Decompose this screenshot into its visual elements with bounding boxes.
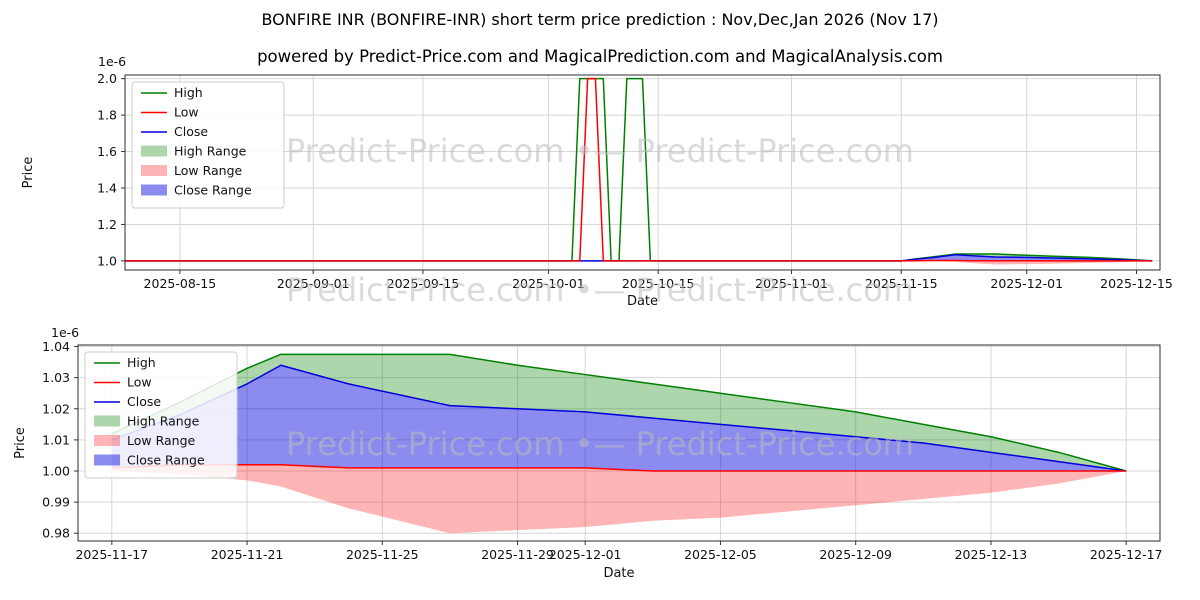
chart-overview: 2025-08-15 2025-09-01 2025-09-15 2025-10-01…: [21, 54, 1173, 309]
x-tick-label: 2025-12-13: [955, 547, 1028, 562]
x-tick-label: 2025-08-15: [144, 276, 217, 291]
legend: High Low Close High Range Low Range Close Ran…: [84, 351, 238, 479]
legend-label: High Range: [127, 414, 200, 429]
plot-border: [77, 344, 1161, 542]
watermark-text: Predict-Price.com •— Predict-Price.com: [286, 425, 914, 463]
y-axis-label: Price: [21, 157, 36, 189]
y-tick-label: 1.01: [42, 432, 70, 447]
x-tick-label: 2025-10-01: [512, 276, 585, 291]
line-high: [111, 353, 1127, 472]
y-tick-label: 1.6: [97, 144, 117, 159]
x-axis-label: Date: [603, 566, 634, 581]
legend-label: Close Range: [127, 453, 205, 468]
line-high: [125, 77, 1153, 262]
x-tick-label: 2025-12-15: [1100, 276, 1173, 291]
y-tick-label: 1.0: [97, 253, 117, 268]
legend-label: Low: [174, 105, 199, 120]
x-tick-label: 2025-12-17: [1090, 547, 1163, 562]
x-tick-label: 2025-11-15: [865, 276, 938, 291]
y-tick-label: 0.98: [42, 526, 70, 541]
plot-border: [124, 74, 1161, 271]
x-tick-label: 2025-09-15: [387, 276, 460, 291]
x-tick-label: 2025-11-29: [481, 547, 554, 562]
y-tick-label: 1.4: [97, 180, 117, 195]
legend-label: High: [174, 85, 203, 100]
axis-offset-label: 1e-6: [51, 325, 79, 340]
line-low: [125, 77, 1153, 262]
band-close-range: [111, 365, 1127, 471]
legend-label: Close Range: [174, 183, 252, 198]
legend-label: High Range: [174, 144, 247, 159]
y-tick-label: 1.02: [42, 401, 70, 416]
legend-label: High: [127, 355, 156, 370]
line-low: [111, 464, 1127, 472]
y-tick-label: 1.04: [42, 339, 70, 354]
y-tick-label: 1.8: [97, 108, 117, 123]
legend-label: Close: [127, 394, 161, 409]
legend-swatch-low-range: [94, 435, 120, 446]
figure-title: BONFIRE INR (BONFIRE-INR) short term pri…: [261, 10, 938, 29]
x-tick-label: 2025-09-01: [277, 276, 350, 291]
legend-label: Low Range: [127, 433, 196, 448]
axis-offset-label: 1e-6: [98, 54, 126, 69]
y-tick-label: 1.2: [97, 217, 117, 232]
legend-box: [84, 351, 238, 479]
y-axis-label: Price: [13, 427, 28, 459]
y-tick-label: 0.99: [42, 495, 70, 510]
watermark-text: Predict-Price.com •— Predict-Price.com: [286, 271, 914, 309]
x-tick-label: 2025-11-25: [346, 547, 419, 562]
legend-swatch-high-range: [94, 415, 120, 427]
chart-detail: 2025-11-17 2025-11-21 2025-11-25 2025-11-29…: [13, 325, 1163, 581]
y-tick-label: 1.03: [42, 370, 70, 385]
legend-label: Close: [174, 124, 208, 139]
x-axis-label: Date: [627, 294, 658, 309]
legend-swatch-high-range: [141, 145, 167, 157]
legend-swatch-close-range: [141, 184, 167, 196]
x-tick-label: 2025-12-01: [549, 547, 622, 562]
x-tick-label: 2025-11-01: [755, 276, 828, 291]
x-tick-label: 2025-11-17: [75, 547, 148, 562]
band-high-range: [111, 354, 1127, 471]
legend: High Low Close High Range Low Range Close Ran…: [131, 81, 285, 209]
figure-subtitle: powered by Predict-Price.com and Magical…: [257, 47, 943, 66]
x-tick-label: 2025-11-21: [211, 547, 284, 562]
y-tick-label: 1.00: [42, 464, 70, 479]
y-tick-label: 2.0: [97, 71, 117, 86]
band-low-range: [111, 464, 1127, 534]
legend-box: [131, 81, 285, 209]
watermark-text: Predict-Price.com •— Predict-Price.com: [286, 132, 914, 170]
legend-swatch-low-range: [141, 165, 167, 176]
x-tick-label: 2025-10-15: [622, 276, 695, 291]
x-tick-label: 2025-12-09: [819, 547, 892, 562]
legend-label: Low: [127, 375, 152, 390]
line-close: [111, 364, 1127, 472]
legend-label: Low Range: [174, 163, 243, 178]
chart-area: 2025-08-15 2025-09-01 2025-09-15 2025-10-01…: [13, 54, 1173, 581]
x-tick-label: 2025-12-01: [990, 276, 1063, 291]
x-tick-label: 2025-12-05: [684, 547, 757, 562]
legend-swatch-close-range: [94, 454, 120, 466]
